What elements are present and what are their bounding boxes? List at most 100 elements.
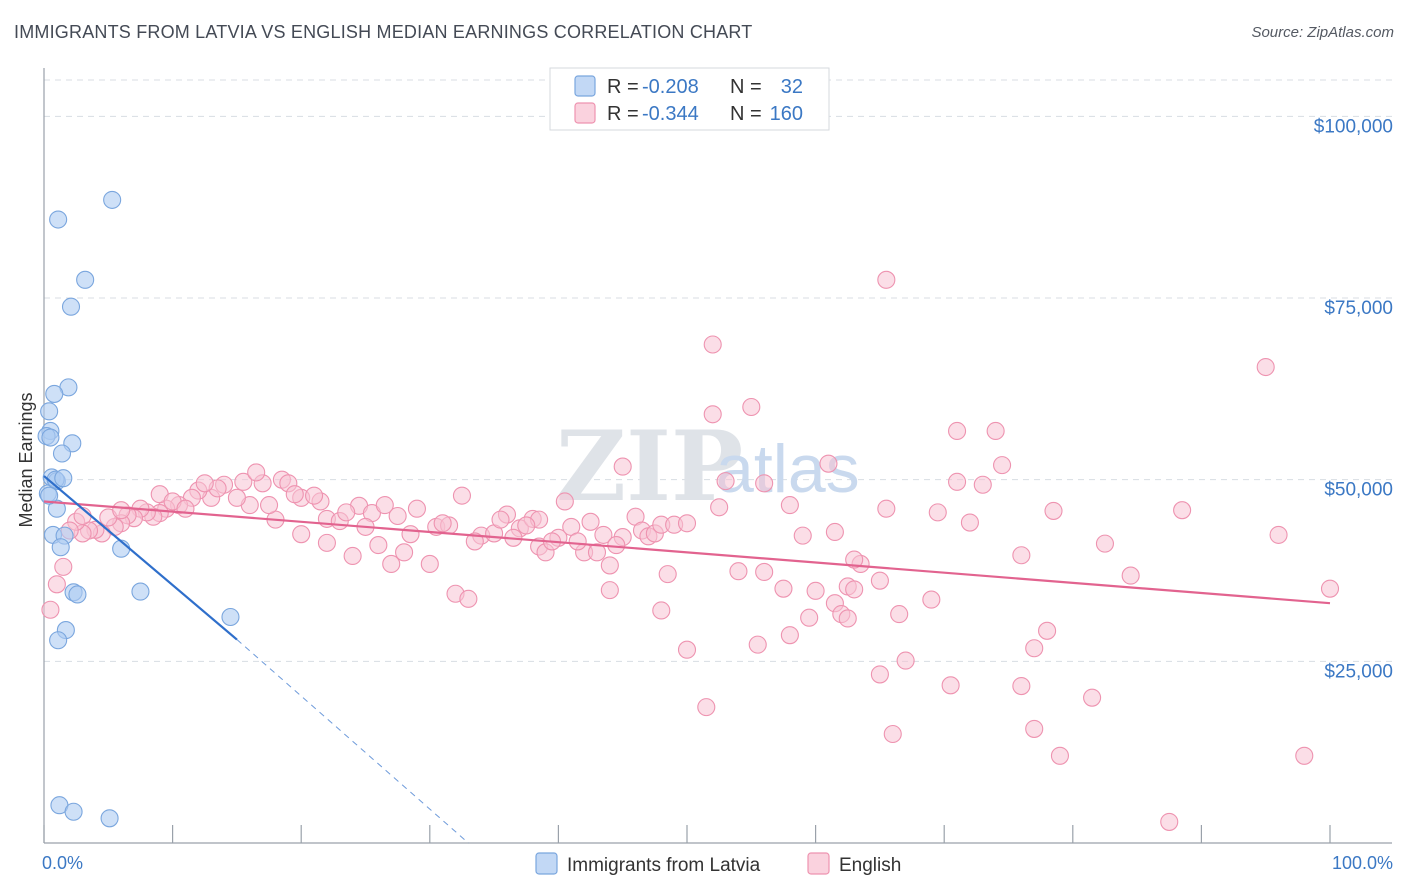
english-point-0 [877, 270, 896, 289]
english-trend-line [43, 500, 1331, 605]
legend-swatch-latvia [574, 75, 596, 97]
english-point-44 [896, 651, 915, 670]
latvia-point-30 [54, 469, 73, 488]
english-point-16 [928, 503, 947, 522]
english-point-45 [1025, 639, 1044, 658]
english-point-143 [388, 506, 407, 526]
english-point-13 [973, 475, 992, 494]
english-point-135 [41, 600, 60, 619]
legend: R = -0.208 N = 32 R = -0.344 N = 160 [549, 67, 830, 131]
latvia-point-20 [68, 585, 87, 604]
x-tick-labels: 0.0% 100.0% [42, 853, 1393, 873]
english-point-31 [729, 562, 748, 581]
english-point-22 [825, 522, 844, 542]
latvia-point-26 [64, 802, 83, 821]
english-point-134 [47, 575, 66, 594]
legend-n-label-english: N = [730, 103, 762, 125]
english-point-59 [845, 550, 864, 569]
y-tick-label-1: $50,000 [1324, 480, 1393, 501]
english-point-36 [845, 580, 864, 599]
english-point-8 [613, 457, 632, 476]
english-point-55 [1050, 746, 1069, 765]
english-point-1 [703, 335, 722, 354]
english-point-6 [986, 421, 1005, 441]
english-point-85 [401, 525, 420, 544]
latvia-point-1 [49, 210, 68, 229]
english-point-41 [780, 626, 799, 645]
legend-r-label-latvia: R = [607, 76, 639, 98]
legend-n-value-latvia: 32 [781, 76, 803, 98]
english-point-23 [1095, 534, 1114, 553]
english-point-33 [806, 581, 825, 600]
english-point-30 [658, 565, 677, 584]
english-point-14 [780, 496, 799, 515]
legend-n-label-latvia: N = [730, 76, 762, 98]
latvia-point-0 [103, 190, 122, 209]
english-point-47 [677, 640, 697, 659]
english-point-49 [941, 676, 960, 695]
english-point-19 [710, 498, 729, 517]
english-point-144 [407, 499, 426, 518]
english-point-101 [594, 525, 613, 544]
latvia-series [37, 190, 240, 828]
source-label: Source: ZipAtlas.com [1251, 24, 1394, 41]
english-point-149 [517, 516, 536, 535]
english-point-46 [1038, 621, 1057, 640]
gridlines [44, 79, 1392, 662]
english-point-159 [195, 474, 214, 493]
english-point-64 [420, 554, 439, 574]
english-point-18 [1173, 501, 1192, 520]
english-point-60 [652, 601, 671, 620]
english-point-73 [234, 472, 253, 491]
english-point-48 [870, 665, 889, 684]
english-point-50 [1012, 676, 1031, 696]
english-point-5 [948, 421, 967, 441]
x-tick-label-1: 100.0% [1332, 853, 1393, 873]
english-point-61 [600, 581, 619, 600]
latvia-trend-line [43, 475, 238, 641]
english-point-37 [922, 590, 941, 609]
english-point-84 [375, 496, 394, 515]
english-point-7 [993, 456, 1012, 475]
y-axis-label: Median Earnings [16, 392, 36, 527]
latvia-point-6 [40, 402, 59, 421]
latvia-point-10 [52, 444, 72, 463]
english-point-157 [112, 501, 131, 520]
latvia-point-31 [40, 486, 59, 505]
legend-box [549, 67, 830, 131]
english-point-40 [838, 609, 857, 628]
english-point-24 [1269, 525, 1288, 544]
english-point-58 [1320, 579, 1340, 598]
legend-swatch-english [574, 102, 596, 124]
english-point-145 [433, 514, 452, 533]
legend-n-value-english: 160 [770, 103, 803, 125]
english-point-4 [703, 405, 722, 424]
bottom-legend-swatch-latvia [535, 852, 558, 875]
y-tick-label-3: $100,000 [1314, 116, 1393, 137]
latvia-point-2 [76, 270, 95, 289]
english-point-53 [883, 724, 902, 744]
english-point-20 [960, 513, 979, 532]
latvia-point-5 [45, 384, 64, 403]
latvia-point-22 [221, 607, 240, 627]
english-point-21 [793, 526, 812, 545]
english-point-32 [774, 579, 793, 598]
english-point-100 [587, 543, 607, 562]
y-tick-label-2: $75,000 [1324, 298, 1393, 319]
trend-lines [43, 475, 1331, 844]
english-point-97 [555, 492, 574, 511]
english-point-69 [317, 533, 336, 552]
y-tick-labels: $25,000 $50,000 $75,000 $100,000 [1314, 116, 1393, 682]
english-point-57 [1160, 812, 1179, 831]
english-point-12 [948, 472, 967, 491]
english-point-27 [870, 571, 889, 590]
latvia-point-3 [61, 297, 81, 316]
english-point-68 [343, 546, 362, 566]
bottom-legend-swatch-english [807, 852, 830, 875]
y-tick-label-0: $25,000 [1324, 661, 1393, 682]
english-point-67 [369, 536, 388, 555]
english-point-70 [292, 525, 311, 544]
english-point-51 [1083, 688, 1102, 707]
english-point-75 [247, 463, 266, 482]
english-point-102 [600, 556, 619, 575]
